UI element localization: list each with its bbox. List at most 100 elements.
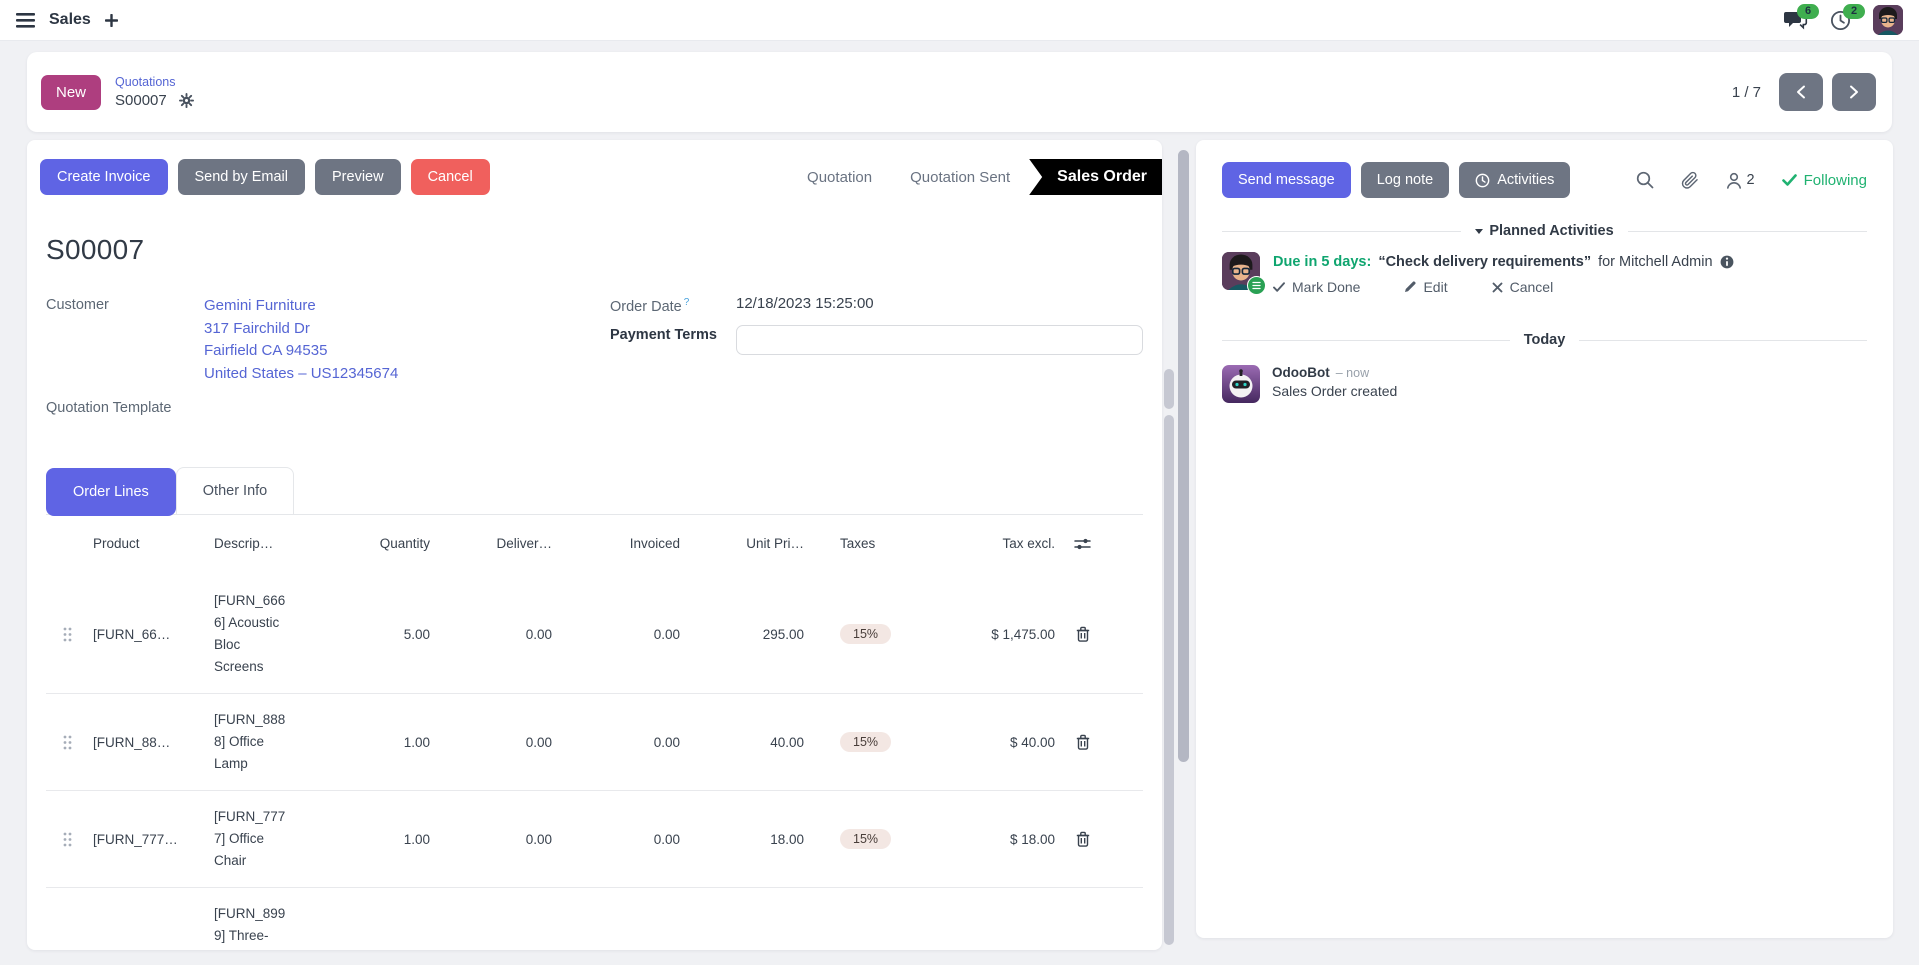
search-messages-icon[interactable] xyxy=(1636,171,1654,189)
send-by-email-button[interactable]: Send by Email xyxy=(177,159,305,195)
cell-invoiced[interactable]: 0.00 xyxy=(653,831,680,847)
customer-name-link[interactable]: Gemini Furniture xyxy=(204,297,316,314)
send-message-button[interactable]: Send message xyxy=(1222,162,1351,198)
following-toggle[interactable]: Following xyxy=(1781,172,1867,189)
cell-quantity[interactable]: 1.00 xyxy=(403,831,430,847)
tab-order-lines[interactable]: Order Lines xyxy=(46,468,176,516)
activity-due-date: Due in 5 days: xyxy=(1273,254,1372,270)
taxes-badge[interactable]: 15% xyxy=(840,623,892,645)
cell-delivered[interactable]: 0.00 xyxy=(525,831,552,847)
stage-sales-order[interactable]: Sales Order xyxy=(1029,159,1162,195)
activities-clock-icon[interactable]: 2 xyxy=(1830,3,1866,31)
vertical-scrollbar-thumb[interactable] xyxy=(1164,369,1174,409)
adjust-columns-icon[interactable] xyxy=(1055,537,1110,551)
stage-quotation[interactable]: Quotation xyxy=(807,168,873,186)
activities-badge: 2 xyxy=(1843,3,1866,19)
hamburger-menu-icon[interactable] xyxy=(16,12,35,28)
drag-handle-icon[interactable] xyxy=(46,735,88,750)
breadcrumb-quotations-link[interactable]: Quotations xyxy=(115,75,176,89)
notebook-tabs: Order Lines Other Info xyxy=(46,467,1143,516)
followers-count: 2 xyxy=(1746,172,1755,188)
customer-city-link[interactable]: Fairfield CA 94535 xyxy=(204,342,328,359)
cell-tax-excl: $ 40.00 xyxy=(1009,734,1055,750)
cell-product[interactable]: [FURN_66… xyxy=(93,626,171,642)
column-taxes: Taxes xyxy=(840,536,876,551)
pager-next-button[interactable] xyxy=(1832,73,1876,111)
planned-activities-toggle[interactable]: Planned Activities xyxy=(1475,223,1614,239)
messages-icon[interactable]: 6 xyxy=(1784,4,1820,30)
cell-description[interactable]: [FURN_6666] Acoustic Bloc Screens xyxy=(214,593,286,674)
order-line-row[interactable]: [FURN_777… [FURN_7777] Office Chair 1.00… xyxy=(46,790,1143,887)
activity-type-badge-icon xyxy=(1247,276,1266,295)
cell-unit-price[interactable]: 40.00 xyxy=(770,734,804,750)
messages-badge: 6 xyxy=(1797,4,1820,19)
order-line-row[interactable]: [FURN_88… [FURN_8888] Office Lamp 1.00 0… xyxy=(46,693,1143,790)
cell-unit-price[interactable]: 18.00 xyxy=(770,831,804,847)
log-note-button[interactable]: Log note xyxy=(1360,162,1450,198)
cell-invoiced[interactable]: 0.00 xyxy=(653,734,680,750)
cell-description[interactable]: [FURN_7777] Office Chair xyxy=(214,809,286,868)
user-avatar[interactable] xyxy=(1873,5,1903,35)
order-date-label: Order Date? xyxy=(610,297,690,315)
info-icon[interactable] xyxy=(1720,255,1734,269)
vertical-scrollbar-thumb[interactable] xyxy=(1164,415,1174,945)
pager-previous-button[interactable] xyxy=(1779,73,1823,111)
order-line-row[interactable]: [FURN_66… [FURN_6666] Acoustic Bloc Scre… xyxy=(46,575,1143,693)
cell-quantity[interactable]: 5.00 xyxy=(403,626,430,642)
preview-button[interactable]: Preview xyxy=(315,159,401,195)
top-navbar: Sales 6 2 xyxy=(0,0,1919,41)
cancel-button[interactable]: Cancel xyxy=(410,159,490,195)
taxes-badge[interactable]: 15% xyxy=(840,731,892,753)
plus-icon[interactable] xyxy=(104,13,118,27)
create-invoice-button[interactable]: Create Invoice xyxy=(40,159,168,195)
column-product: Product xyxy=(93,536,140,551)
cell-description[interactable]: [FURN_8999] Three- xyxy=(214,906,286,943)
new-button[interactable]: New xyxy=(41,74,102,110)
cell-delivered[interactable]: 0.00 xyxy=(525,626,552,642)
order-date-value[interactable]: 12/18/2023 15:25:00 xyxy=(736,295,874,312)
cell-delivered[interactable]: 0.00 xyxy=(525,734,552,750)
customer-label: Customer xyxy=(46,297,109,313)
customer-country-link[interactable]: United States – US12345674 xyxy=(204,364,399,382)
order-line-row[interactable]: [FURN_8999] Three- xyxy=(46,887,1143,950)
cell-unit-price[interactable]: 295.00 xyxy=(762,626,804,642)
cell-invoiced[interactable]: 0.00 xyxy=(653,626,680,642)
column-unit-price: Unit Pri… xyxy=(746,536,804,551)
payment-terms-input[interactable] xyxy=(736,324,1143,355)
drag-handle-icon[interactable] xyxy=(46,627,88,642)
cell-product[interactable]: [FURN_88… xyxy=(93,734,171,750)
cell-tax-excl: $ 18.00 xyxy=(1009,831,1055,847)
pager-counter: 1 / 7 xyxy=(1731,83,1761,101)
customer-street-link[interactable]: 317 Fairchild Dr xyxy=(204,319,310,337)
pager: 1 / 7 xyxy=(1732,73,1876,111)
attachments-icon[interactable] xyxy=(1681,171,1699,190)
column-quantity: Quantity xyxy=(379,536,430,551)
edit-activity-button[interactable]: Edit xyxy=(1404,279,1448,295)
cancel-activity-button[interactable]: Cancel xyxy=(1492,279,1553,295)
delete-row-icon[interactable] xyxy=(1076,626,1090,642)
stage-quotation-sent[interactable]: Quotation Sent xyxy=(910,168,1011,186)
message-item: OdooBot – now Sales Order created xyxy=(1222,365,1867,403)
delete-row-icon[interactable] xyxy=(1076,831,1090,847)
activities-button-label: Activities xyxy=(1497,172,1555,188)
column-delivered: Deliver… xyxy=(496,536,552,551)
form-sheet: S00007 Customer Gemini Furniture 317 Fai… xyxy=(27,214,1162,950)
activity-assignee: for Mitchell Admin xyxy=(1598,254,1713,270)
tab-other-info[interactable]: Other Info xyxy=(175,467,295,514)
chatter-toolbar: Send message Log note Activities 2 Follo… xyxy=(1222,162,1867,198)
caret-down-icon xyxy=(1475,228,1484,234)
control-panel: New Quotations S00007 1 / 7 xyxy=(27,52,1892,132)
activity-avatar xyxy=(1222,252,1266,295)
app-name[interactable]: Sales xyxy=(49,11,91,28)
delete-row-icon[interactable] xyxy=(1076,734,1090,750)
followers-button[interactable]: 2 xyxy=(1726,172,1755,189)
taxes-badge[interactable]: 15% xyxy=(840,828,892,850)
gear-icon[interactable] xyxy=(178,93,194,108)
cell-quantity[interactable]: 1.00 xyxy=(403,734,430,750)
vertical-scrollbar[interactable] xyxy=(1178,150,1189,762)
mark-done-button[interactable]: Mark Done xyxy=(1273,279,1360,295)
drag-handle-icon[interactable] xyxy=(46,832,88,847)
activities-button[interactable]: Activities xyxy=(1459,162,1571,198)
cell-description[interactable]: [FURN_8888] Office Lamp xyxy=(214,712,286,771)
cell-product[interactable]: [FURN_777… xyxy=(93,831,178,847)
